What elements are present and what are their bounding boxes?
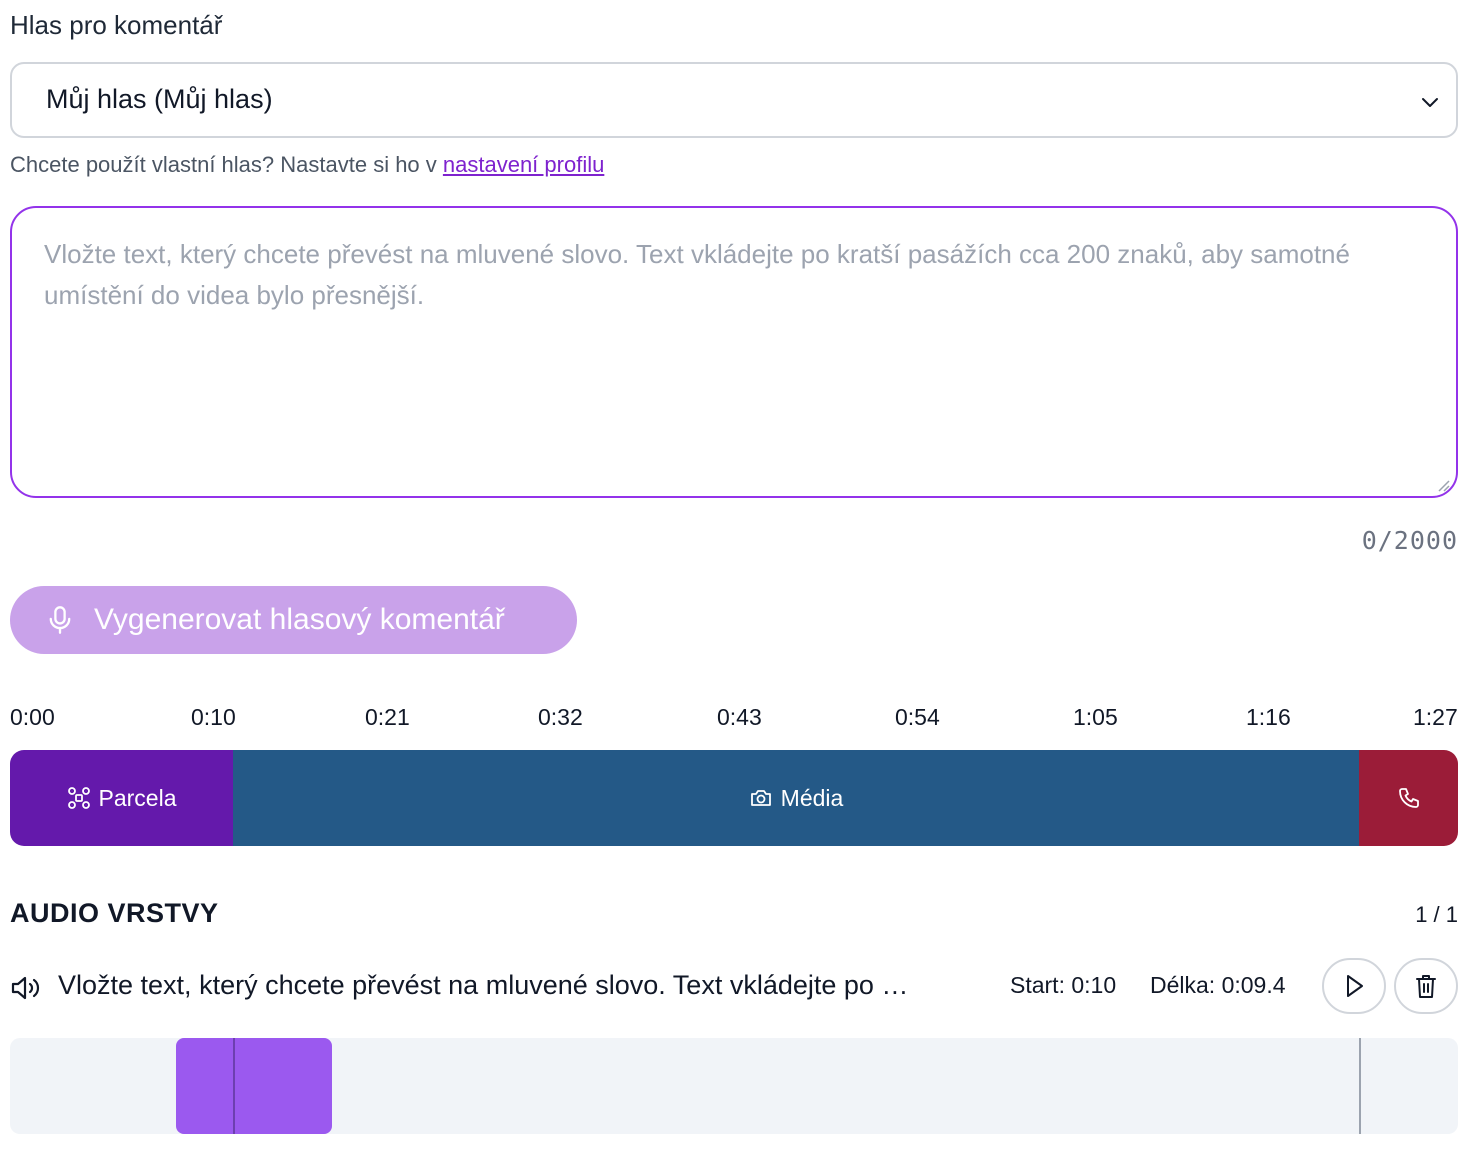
voice-select-value: Můj hlas (Můj hlas) xyxy=(46,84,273,114)
delete-button[interactable] xyxy=(1394,958,1458,1014)
timeline-tick: 0:43 xyxy=(717,704,762,730)
timeline-tick: 0:00 xyxy=(10,704,55,730)
phone-icon xyxy=(1398,788,1419,808)
commentary-text-input[interactable]: Vložte text, který chcete převést na mlu… xyxy=(10,206,1458,498)
clip-playhead xyxy=(233,1038,235,1134)
generate-button-label: Vygenerovat hlasový komentář xyxy=(94,603,505,636)
timeline-tick: 1:27 xyxy=(1413,704,1458,730)
segment-label: Parcela xyxy=(98,784,177,811)
timeline-tick: 0:10 xyxy=(191,704,236,730)
timeline-tick: 0:21 xyxy=(365,704,410,730)
audio-layer-text: Vložte text, který chcete převést na mlu… xyxy=(58,970,918,1000)
segment-contact[interactable] xyxy=(1359,750,1458,846)
audio-clip[interactable] xyxy=(176,1038,332,1134)
microphone-icon xyxy=(49,606,71,634)
segment-parcela[interactable]: Parcela xyxy=(10,750,233,846)
audio-layer-start: Start: 0:10 xyxy=(1010,972,1117,998)
voice-label: Hlas pro komentář xyxy=(10,10,223,40)
profile-settings-link[interactable]: nastavení profilu xyxy=(442,152,605,177)
video-timeline-track: Parcela Média xyxy=(10,750,1458,846)
audio-layers-title: AUDIO VRSTVY xyxy=(10,898,219,928)
timeline-end-marker xyxy=(1359,1038,1361,1134)
custom-voice-hint: Chcete použít vlastní hlas? Nastavte si … xyxy=(10,152,604,178)
timeline-ruler: 0:00 0:10 0:21 0:32 0:43 0:54 1:05 1:16 … xyxy=(10,704,1458,734)
audio-layer-length: Délka: 0:09.4 xyxy=(1150,972,1286,998)
character-counter: 0/2000 xyxy=(1361,526,1458,555)
timeline-tick: 1:16 xyxy=(1246,704,1291,730)
chevron-down-icon xyxy=(1422,98,1438,107)
timeline-tick: 0:54 xyxy=(895,704,940,730)
play-icon xyxy=(1347,975,1363,997)
hint-text: Chcete použít vlastní hlas? Nastavte si … xyxy=(10,152,443,177)
text-input-placeholder: Vložte text, který chcete převést na mlu… xyxy=(44,239,1350,310)
play-button[interactable] xyxy=(1322,958,1386,1014)
voice-select[interactable]: Můj hlas (Můj hlas) xyxy=(10,62,1458,138)
camera-icon xyxy=(750,790,771,806)
resize-handle-icon[interactable] xyxy=(1436,478,1450,492)
audio-layers-count: 1 / 1 xyxy=(1415,902,1458,927)
generate-commentary-button[interactable]: Vygenerovat hlasový komentář xyxy=(10,586,577,654)
drone-icon xyxy=(67,787,90,809)
speaker-icon xyxy=(11,976,40,1000)
timeline-tick: 1:05 xyxy=(1073,704,1118,730)
segment-media[interactable]: Média xyxy=(233,750,1359,846)
segment-label: Média xyxy=(780,784,844,811)
timeline-tick: 0:32 xyxy=(538,704,583,730)
audio-layer-row: Vložte text, který chcete převést na mlu… xyxy=(10,958,1458,1016)
audio-layer-lane[interactable] xyxy=(10,1038,1458,1134)
trash-icon xyxy=(1416,975,1436,998)
